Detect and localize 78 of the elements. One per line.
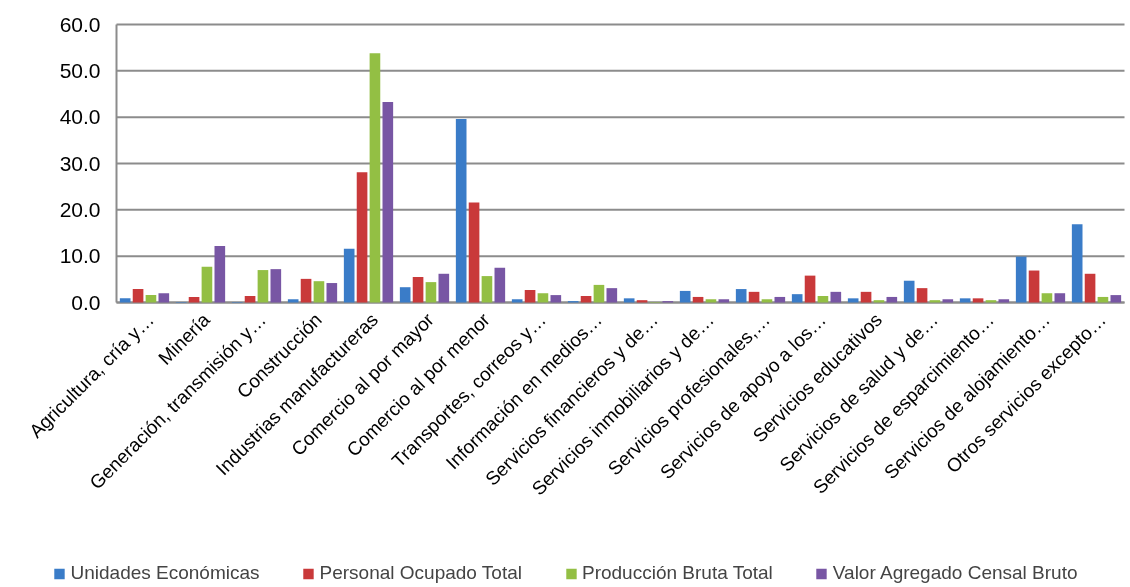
bar xyxy=(873,300,885,303)
bar xyxy=(804,275,816,303)
bar xyxy=(270,269,282,303)
bar xyxy=(382,101,394,303)
bar xyxy=(313,281,325,303)
bar xyxy=(942,299,954,303)
bar xyxy=(214,245,226,303)
bar xyxy=(438,273,450,303)
y-tick-label: 60.0 xyxy=(59,12,101,36)
bar xyxy=(1041,293,1053,303)
legend-label: Unidades Económicas xyxy=(70,562,260,584)
bar xyxy=(998,299,1010,303)
bar xyxy=(705,299,717,303)
y-tick-label: 20.0 xyxy=(59,197,101,221)
bar xyxy=(718,299,730,303)
bar xyxy=(287,299,299,303)
bar xyxy=(1028,270,1040,303)
bar xyxy=(929,300,941,303)
bar xyxy=(817,296,829,303)
bar xyxy=(244,296,256,303)
bar xyxy=(606,288,618,303)
bar xyxy=(356,172,368,303)
bar xyxy=(257,270,269,303)
bar xyxy=(774,296,786,303)
bar xyxy=(1084,273,1096,303)
bar xyxy=(1097,296,1109,303)
y-tick-label: 50.0 xyxy=(59,58,101,82)
legend-label: Producción Bruta Total xyxy=(581,562,773,584)
bar xyxy=(1054,293,1066,303)
bar xyxy=(860,291,872,303)
bar xyxy=(343,248,355,303)
y-tick-label: 0.0 xyxy=(71,290,101,314)
bar xyxy=(369,53,381,303)
bar xyxy=(511,299,523,303)
bar xyxy=(1071,224,1083,303)
bar xyxy=(623,298,635,303)
bar xyxy=(481,276,493,303)
bar xyxy=(985,300,997,303)
y-tick-label: 10.0 xyxy=(59,244,101,268)
bar xyxy=(201,266,213,303)
bar xyxy=(326,283,338,303)
bar xyxy=(1015,256,1027,303)
bar xyxy=(830,291,842,303)
y-tick-label: 40.0 xyxy=(59,105,101,129)
bar xyxy=(959,298,971,303)
bar xyxy=(761,299,773,303)
bar xyxy=(580,296,592,303)
bar xyxy=(145,295,157,303)
bar xyxy=(886,296,898,303)
bar xyxy=(903,280,915,303)
legend-label: Personal Ocupado Total xyxy=(319,562,522,584)
bar xyxy=(537,293,549,303)
bar xyxy=(132,289,144,303)
bar xyxy=(748,291,760,303)
bar xyxy=(636,300,648,303)
bar xyxy=(399,287,411,303)
bar xyxy=(425,282,437,303)
bar xyxy=(791,294,803,303)
legend-label: Valor Agregado Censal Bruto xyxy=(832,562,1078,584)
bar xyxy=(679,290,691,303)
bar xyxy=(550,295,562,303)
bar xyxy=(735,289,747,303)
bar xyxy=(1110,295,1122,303)
bar xyxy=(158,293,170,303)
bar xyxy=(455,119,467,303)
bar xyxy=(119,298,131,303)
bar xyxy=(188,296,200,303)
bar xyxy=(692,296,704,303)
bar xyxy=(972,298,984,303)
bar xyxy=(916,288,928,303)
bar xyxy=(468,202,480,303)
bar xyxy=(300,278,312,303)
bar xyxy=(847,298,859,303)
y-tick-label: 30.0 xyxy=(59,151,101,175)
bar xyxy=(412,277,424,303)
bar xyxy=(494,267,506,303)
bar xyxy=(524,289,536,303)
bar xyxy=(593,284,605,303)
